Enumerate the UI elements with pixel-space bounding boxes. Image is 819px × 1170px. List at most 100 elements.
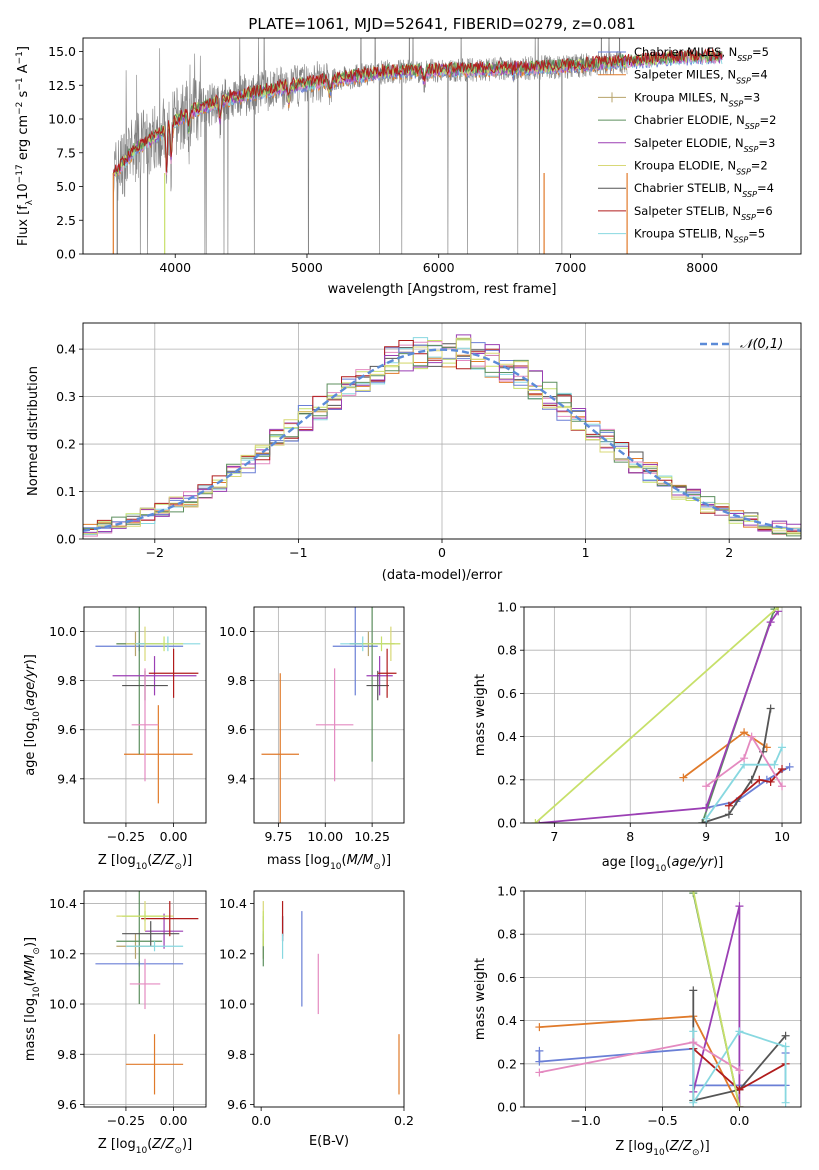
label-part: =2 xyxy=(760,113,777,127)
label-part: Z [log xyxy=(615,1139,653,1154)
label-part: 10 xyxy=(330,862,342,872)
label-part: ⊙ xyxy=(32,947,42,955)
label-part: 10 xyxy=(16,183,31,200)
y-tick-label: 0.8 xyxy=(497,927,517,942)
label-part: SSP xyxy=(745,122,760,131)
y-tick-label: 9.8 xyxy=(227,673,247,688)
label-part: ( xyxy=(147,853,152,868)
label-part: )] xyxy=(713,855,723,870)
x-tick-label: 8000 xyxy=(686,260,718,275)
weight-marker xyxy=(724,810,733,819)
y-axis-label: Normed distribution xyxy=(26,366,41,496)
label-part: SSP xyxy=(744,144,759,153)
histogram-step xyxy=(83,337,801,539)
weight-marker xyxy=(702,814,711,823)
y-tick-label: 0.0 xyxy=(56,247,76,262)
legend-label: Chabrier STELIB, NSSP=4 xyxy=(634,181,774,199)
x-tick-label: −0.5 xyxy=(647,1113,677,1128)
weight-marker xyxy=(755,775,764,784)
y-tick-label: 9.6 xyxy=(57,1097,77,1112)
label-part: 10 xyxy=(136,862,148,872)
y-tick-label: 1.0 xyxy=(497,884,517,899)
label-part: =6 xyxy=(756,204,773,218)
label-part: Z/Z xyxy=(669,1139,693,1154)
label-part: −1 xyxy=(15,77,25,90)
axes-frame xyxy=(82,37,802,255)
label-part: ⊙ xyxy=(373,862,381,872)
label-part: age/yr xyxy=(671,855,714,870)
label-part: ( xyxy=(23,706,38,711)
x-axis-label: E(B-V) xyxy=(309,1134,349,1149)
x-tick-label: 0 xyxy=(438,545,446,560)
label-part: SSP xyxy=(736,167,751,176)
weight-marker xyxy=(689,1098,698,1107)
spectrum-panel: 4000 5000 6000 7000 8000 0.0 2.5 5.0 7.5 10.0 12.5… xyxy=(15,37,802,297)
weight-marker xyxy=(785,762,794,771)
x-axis-label: wavelength [Angstrom, rest frame] xyxy=(328,282,557,297)
age-vs-z-panel: −0.25 0.009.49.69.810.0Z [log10(Z/Z⊙)]age… xyxy=(23,606,207,872)
y-tick-label: 0.6 xyxy=(497,970,517,985)
y-tick-label: 9.8 xyxy=(227,1047,247,1062)
x-tick-label: 7 xyxy=(550,829,558,844)
label-part: ( xyxy=(23,981,38,986)
x-tick-label: −0.25 xyxy=(107,1113,145,1128)
label-part: Chabrier STELIB, N xyxy=(634,181,742,195)
y-tick-label: 10.4 xyxy=(49,896,77,911)
label-part: 10 xyxy=(32,986,42,998)
x-tick-label: −1 xyxy=(289,545,307,560)
label-part: age [log xyxy=(602,855,655,870)
label-part: 10 xyxy=(653,1148,665,1158)
y-tick-label: 0.0 xyxy=(56,532,76,547)
x-tick-label: −0.25 xyxy=(107,829,145,844)
label-part: mass [log xyxy=(267,853,330,868)
label-part: Chabrier ELODIE, N xyxy=(634,113,745,127)
label-part: −2 xyxy=(15,102,25,115)
y-axis-label: Flux [fλ10−17 erg cm−2 s−1 A−1] xyxy=(15,46,35,246)
label-part: 10 xyxy=(655,864,667,874)
plot-area xyxy=(95,607,201,804)
legend-label: Chabrier ELODIE, NSSP=2 xyxy=(634,113,776,131)
label-part: )] xyxy=(182,1137,192,1152)
y-tick-label: 9.8 xyxy=(57,673,77,688)
plot-area xyxy=(261,607,401,823)
label-part: age [log xyxy=(23,723,38,776)
weight-marker xyxy=(689,1027,698,1036)
label-part: )] xyxy=(23,654,38,664)
axes-frame xyxy=(83,890,207,1108)
label-part: =5 xyxy=(748,227,765,241)
weight-series xyxy=(692,891,741,1107)
weight-marker xyxy=(689,891,698,895)
label-part: Z [log xyxy=(98,853,136,868)
weight-marker xyxy=(781,1042,790,1051)
y-tick-label: 9.4 xyxy=(57,771,77,786)
y-tick-label: 0.0 xyxy=(497,816,517,831)
weight-marker xyxy=(770,760,779,769)
label-part: SSP xyxy=(742,190,757,199)
x-tick-label: 10.00 xyxy=(307,829,343,844)
y-tick-label: 0.8 xyxy=(497,643,517,658)
label-part: ( xyxy=(666,855,671,870)
label-part: )] xyxy=(23,937,38,947)
y-tick-label: 0.4 xyxy=(56,342,76,357)
x-axis-label: Z [log10(Z/Z⊙)] xyxy=(98,853,192,872)
weight-vs-age-panel: 7 8 9 10 0.0 0.2 0.4 0.6 0.8 1.0 mass weight age [l… xyxy=(473,600,802,874)
label-part: Salpeter STELIB, N xyxy=(634,204,741,218)
y-axis-label: age [log10(age/yr)] xyxy=(23,654,42,776)
label-part: −17 xyxy=(15,164,25,183)
label-part: Z/Z xyxy=(151,853,175,868)
plot-area xyxy=(531,607,794,823)
x-tick-label: 0.00 xyxy=(160,1113,188,1128)
weight-vs-z-panel: −1.0 −0.5 0.0 0.0 0.2 0.4 0.6 0.8 1.0 mass weight… xyxy=(473,884,802,1158)
y-tick-label: 0.3 xyxy=(56,389,76,404)
label-part: =5 xyxy=(752,45,769,59)
weight-series xyxy=(539,610,779,823)
label-part: M/M xyxy=(23,955,38,982)
gaussian-curve xyxy=(83,348,801,532)
weight-marker xyxy=(535,1068,544,1077)
axes-frame xyxy=(83,606,207,824)
x-tick-label: 6000 xyxy=(423,260,455,275)
weight-marker xyxy=(735,1103,744,1107)
weight-marker xyxy=(740,728,749,737)
weight-marker xyxy=(689,1038,698,1047)
x-tick-label: −1.0 xyxy=(570,1113,600,1128)
